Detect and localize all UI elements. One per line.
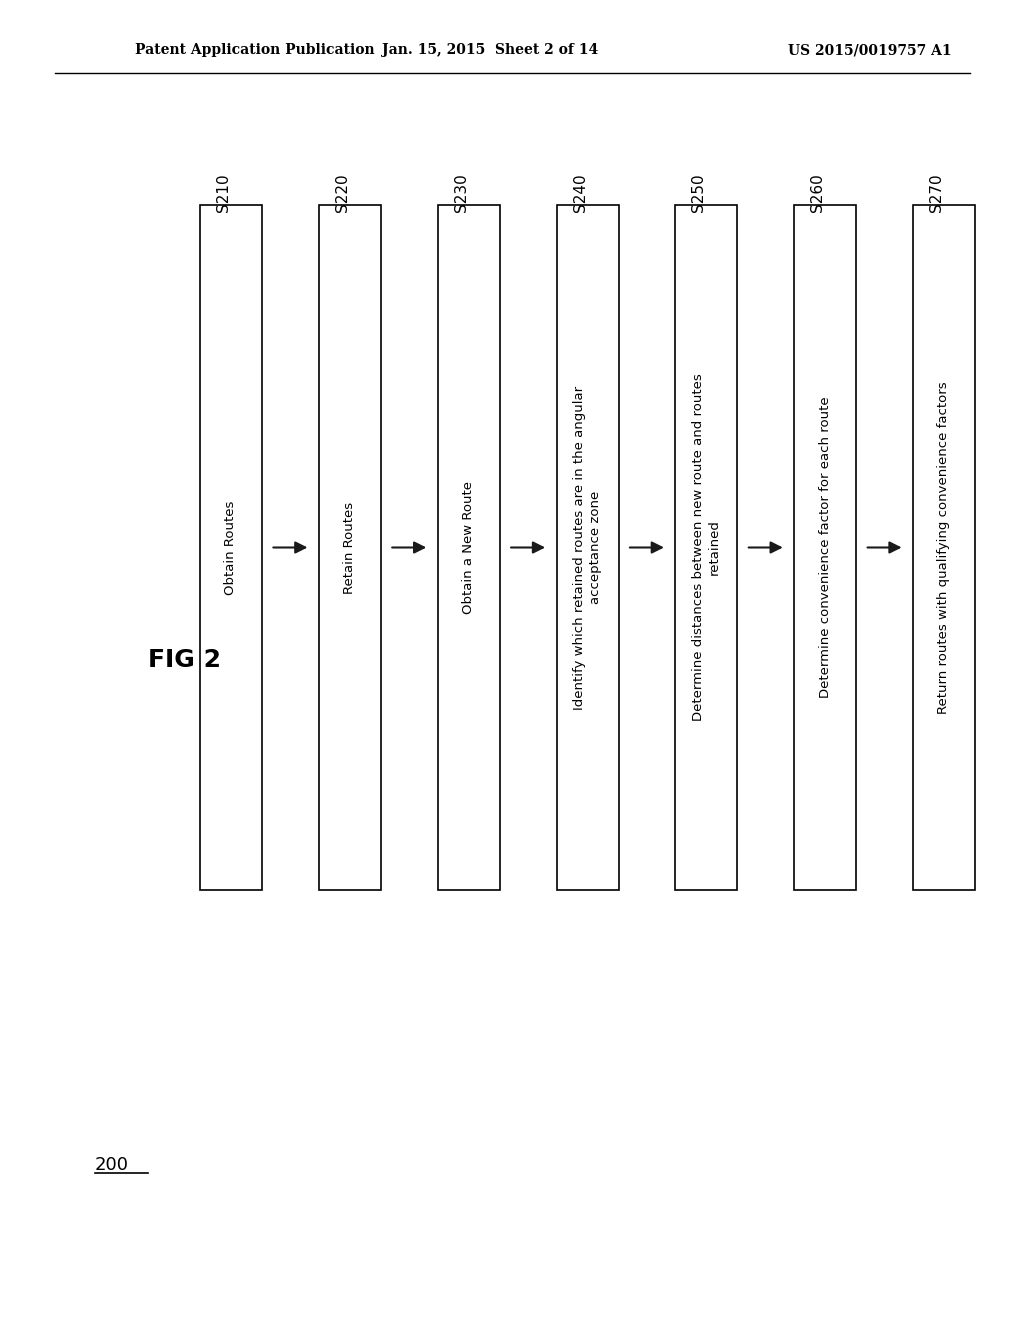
Bar	[795, 205, 856, 890]
Text: S240: S240	[572, 174, 588, 213]
Text: Determine distances between new route and routes
retained: Determine distances between new route an…	[692, 374, 720, 721]
Text: Jan. 15, 2015  Sheet 2 of 14: Jan. 15, 2015 Sheet 2 of 14	[382, 44, 598, 57]
Bar	[913, 205, 975, 890]
Text: Determine convenience factor for each route: Determine convenience factor for each ro…	[818, 397, 831, 698]
Text: Obtain Routes: Obtain Routes	[224, 500, 238, 595]
Bar	[437, 205, 500, 890]
Text: S250: S250	[691, 174, 707, 213]
Text: Identify which retained routes are in the angular
acceptance zone: Identify which retained routes are in th…	[573, 385, 601, 710]
Text: Return routes with qualifying convenience factors: Return routes with qualifying convenienc…	[938, 381, 950, 714]
Bar	[676, 205, 737, 890]
Text: Obtain a New Route: Obtain a New Route	[462, 480, 475, 614]
Text: FIG 2: FIG 2	[148, 648, 221, 672]
Bar	[318, 205, 381, 890]
Text: 200: 200	[95, 1156, 129, 1173]
Text: S210: S210	[216, 174, 231, 213]
Text: S270: S270	[929, 174, 944, 213]
Text: S230: S230	[454, 174, 469, 213]
Text: US 2015/0019757 A1: US 2015/0019757 A1	[788, 44, 952, 57]
Bar	[200, 205, 262, 890]
Text: S220: S220	[335, 174, 350, 213]
Text: Retain Routes: Retain Routes	[343, 502, 356, 594]
Text: S260: S260	[810, 174, 825, 213]
Bar	[556, 205, 618, 890]
Text: Patent Application Publication: Patent Application Publication	[135, 44, 375, 57]
